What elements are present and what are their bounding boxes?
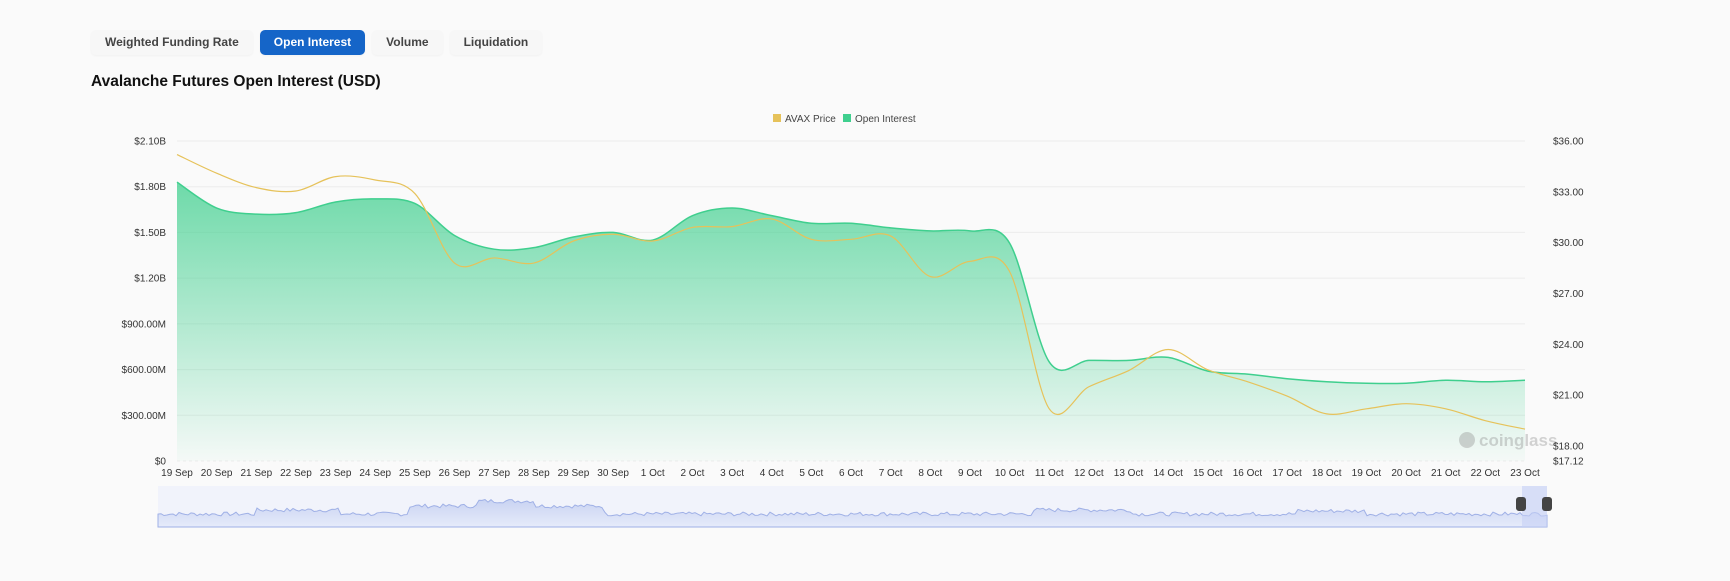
coinglass-logo-icon <box>1459 432 1475 448</box>
x-axis-tick-label: 30 Sep <box>597 468 629 479</box>
avax-price-line <box>176 154 1526 430</box>
x-axis-tick-label: 5 Oct <box>799 468 823 479</box>
x-axis-tick-label: 10 Oct <box>995 468 1025 479</box>
navigator-series <box>157 498 1548 528</box>
tab-liquidation[interactable]: Liquidation <box>449 30 543 55</box>
x-axis-tick-label: 22 Oct <box>1471 468 1501 479</box>
x-axis-tick-label: 23 Sep <box>320 468 352 479</box>
open-interest-line <box>176 181 1526 385</box>
left-axis-tick-label: $1.20B <box>134 274 166 285</box>
x-axis-tick-label: 9 Oct <box>958 468 982 479</box>
x-axis-tick-label: 12 Oct <box>1074 468 1104 479</box>
x-axis-tick-label: 19 Sep <box>161 468 193 479</box>
x-axis-tick-label: 19 Oct <box>1352 468 1382 479</box>
tab-bar: Weighted Funding Rate Open Interest Volu… <box>91 30 543 55</box>
x-axis-tick-label: 28 Sep <box>518 468 550 479</box>
x-axis-tick-label: 11 Oct <box>1035 468 1064 479</box>
tab-open-interest[interactable]: Open Interest <box>259 30 366 55</box>
watermark: coinglass <box>1459 431 1557 450</box>
x-axis-tick-label: 6 Oct <box>839 468 863 479</box>
x-axis-tick-label: 21 Sep <box>240 468 272 479</box>
x-axis-tick-label: 27 Sep <box>478 468 510 479</box>
left-axis-tick-label: $0 <box>155 457 167 468</box>
x-axis-tick-label: 24 Sep <box>359 468 391 479</box>
legend-open-interest[interactable]: Open Interest <box>855 114 916 125</box>
left-axis-tick-label: $1.80B <box>134 182 166 193</box>
watermark-text: coinglass <box>1479 431 1557 450</box>
x-axis-tick-label: 13 Oct <box>1114 468 1144 479</box>
right-axis-tick-label: $17.12 <box>1553 457 1584 468</box>
x-axis-tick-label: 17 Oct <box>1272 468 1302 479</box>
x-axis-tick-label: 7 Oct <box>879 468 903 479</box>
right-axis-tick-label: $24.00 <box>1553 340 1584 351</box>
legend-swatch-avax-price <box>773 114 781 122</box>
x-axis-tick-label: 25 Sep <box>399 468 431 479</box>
x-axis-tick-label: 23 Oct <box>1510 468 1540 479</box>
x-axis-tick-label: 3 Oct <box>720 468 744 479</box>
navigator-handle-left[interactable] <box>1516 497 1526 511</box>
x-axis-tick-label: 18 Oct <box>1312 468 1342 479</box>
left-axis-tick-label: $900.00M <box>122 319 166 330</box>
legend: AVAX Price Open Interest <box>773 114 916 125</box>
x-axis-tick-label: 4 Oct <box>760 468 784 479</box>
tab-weighted-funding-rate[interactable]: Weighted Funding Rate <box>91 30 253 55</box>
tab-volume[interactable]: Volume <box>372 30 443 55</box>
right-axis-tick-label: $18.00 <box>1553 442 1584 453</box>
right-axis-tick-label: $33.00 <box>1553 187 1584 198</box>
x-axis-tick-label: 20 Sep <box>201 468 233 479</box>
right-axis-tick-label: $21.00 <box>1553 391 1584 402</box>
x-axis-tick-label: 16 Oct <box>1233 468 1263 479</box>
x-axis-tick-label: 14 Oct <box>1153 468 1183 479</box>
x-axis-tick-label: 2 Oct <box>680 468 704 479</box>
x-axis-tick-label: 22 Sep <box>280 468 312 479</box>
navigator[interactable] <box>157 486 1552 528</box>
left-axis-tick-label: $300.00M <box>122 411 166 422</box>
right-axis-tick-label: $30.00 <box>1553 238 1584 249</box>
x-axis-tick-label: 26 Sep <box>439 468 471 479</box>
x-axis-tick-label: 15 Oct <box>1193 468 1223 479</box>
right-axis-tick-label: $27.00 <box>1553 289 1584 300</box>
left-axis-tick-label: $600.00M <box>122 365 166 376</box>
x-axis-tick-label: 21 Oct <box>1431 468 1461 479</box>
x-axis-tick-label: 8 Oct <box>918 468 942 479</box>
left-axis-tick-label: $2.10B <box>134 137 166 148</box>
x-axis-tick-label: 29 Sep <box>558 468 590 479</box>
x-axis-tick-label: 20 Oct <box>1391 468 1421 479</box>
open-interest-area <box>177 182 1525 461</box>
legend-swatch-open-interest <box>843 114 851 122</box>
right-axis-tick-label: $36.00 <box>1553 137 1584 148</box>
x-axis-tick-label: 1 Oct <box>641 468 665 479</box>
left-axis-tick-label: $1.50B <box>134 228 166 239</box>
navigator-handle-right[interactable] <box>1542 497 1552 511</box>
legend-avax-price[interactable]: AVAX Price <box>785 114 836 125</box>
chart-title: Avalanche Futures Open Interest (USD) <box>91 73 381 90</box>
